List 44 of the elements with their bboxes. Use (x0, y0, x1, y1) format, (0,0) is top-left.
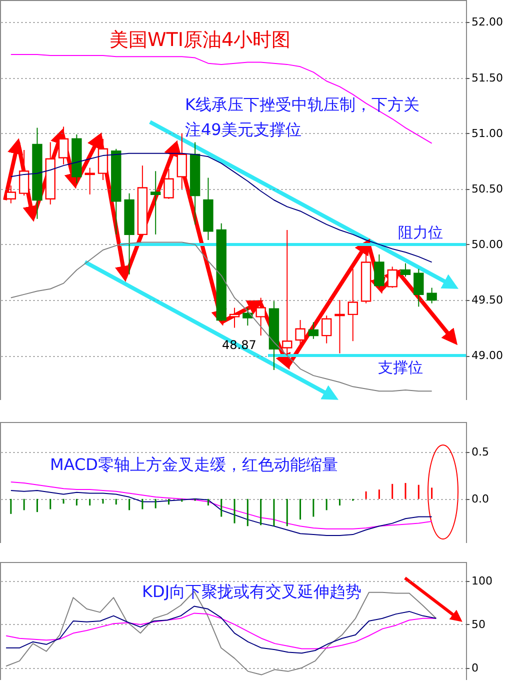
candlestick (18, 150, 30, 196)
y-tick-label: 50.50 (472, 182, 503, 196)
line-series (10, 490, 432, 536)
y-tick-label: 49.00 (472, 349, 503, 362)
candlestick (295, 320, 306, 345)
annotation: MACD零轴上方金叉走缓，红色动能缩量 (50, 455, 338, 474)
annotation: K线承压下挫受中轨压制，下方关注49美元支撑位 (185, 95, 420, 139)
candlestick (242, 307, 253, 326)
y-tick-label: 50.00 (472, 238, 503, 251)
y-tick-label: 49.50 (472, 294, 503, 306)
y-tick-label: 51.50 (472, 71, 503, 84)
candlestick (6, 185, 16, 204)
text: 美国WTI原油4小时图 (109, 29, 291, 51)
candlestick (282, 230, 292, 356)
y-tick-label: 50 (472, 618, 486, 631)
candlestick (164, 168, 174, 200)
y-tick-label: 51.00 (472, 126, 503, 140)
candlestick (387, 266, 398, 288)
y-tick-label: 0.5 (472, 446, 489, 459)
candlestick (308, 322, 319, 340)
ref-line-label: 支撑位 (378, 358, 423, 377)
y-tick-label: 0 (472, 661, 478, 674)
candlestick (176, 132, 187, 190)
line-series (6, 606, 437, 654)
y-tick-label: 100 (472, 574, 492, 588)
ref-line-label: 阻力位 (398, 223, 443, 242)
candlestick (400, 262, 411, 278)
candlestick (334, 300, 345, 354)
candlestick (58, 126, 69, 165)
y-tick-label: 52.00 (472, 16, 503, 29)
candlestick (426, 287, 437, 304)
candlestick (348, 268, 358, 342)
candlestick (374, 254, 384, 288)
candlestick (256, 297, 266, 336)
candlestick (414, 268, 424, 308)
candlestick (229, 307, 240, 328)
line-series (10, 482, 432, 530)
candlestick (150, 170, 161, 235)
candlestick (321, 315, 332, 344)
line-series (10, 54, 432, 144)
annotation: KDJ向下聚拢或有交叉延伸趋势 (142, 582, 362, 601)
candlestick (84, 167, 95, 195)
line-series (6, 612, 437, 650)
y-tick-label: 0.0 (472, 492, 489, 506)
